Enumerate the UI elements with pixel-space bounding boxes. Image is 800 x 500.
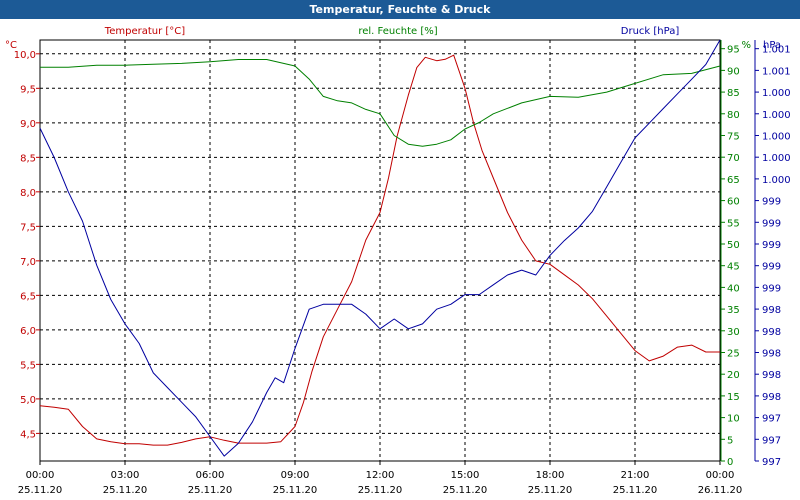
- time-tick-label: 18:00: [536, 470, 565, 481]
- humidity-tick-label: 65: [727, 175, 740, 186]
- pressure-tick-label: 999: [762, 262, 781, 273]
- pressure-tick-label: 998: [762, 348, 781, 359]
- humidity-tick-label: 20: [727, 370, 740, 381]
- pressure-tick-label: 999: [762, 283, 781, 294]
- date-tick-label: 25.11.20: [528, 485, 573, 496]
- humidity-tick-label: 40: [727, 283, 740, 294]
- time-tick-label: 15:00: [451, 470, 480, 481]
- pressure-tick-label: 999: [762, 218, 781, 229]
- temperature-tick-label: 9,5: [20, 84, 36, 95]
- pressure-tick-label: 997: [762, 414, 781, 425]
- temperature-tick-label: 9,0: [20, 119, 36, 130]
- humidity-legend-label: rel. Feuchte [%]: [358, 26, 437, 37]
- time-tick-label: 21:00: [621, 470, 650, 481]
- date-tick-label: 25.11.20: [613, 485, 658, 496]
- time-tick-label: 06:00: [196, 470, 225, 481]
- temperature-unit-label: °C: [5, 40, 17, 51]
- time-tick-label: 00:00: [26, 470, 55, 481]
- humidity-unit-label: %: [741, 40, 751, 51]
- pressure-axis: 997 997 997 998 998 998 998 998 999 999 999 999 999 1…: [754, 40, 791, 468]
- humidity-tick-label: 10: [727, 414, 740, 425]
- temperature-tick-label: 7,5: [20, 222, 36, 233]
- humidity-tick-label: 0: [727, 457, 733, 468]
- temperature-tick-label: 7,0: [20, 257, 36, 268]
- pressure-tick-label: 1.001: [762, 66, 791, 77]
- temperature-tick-label: 4,5: [20, 429, 36, 440]
- temperature-tick-label: 5,0: [20, 395, 36, 406]
- pressure-tick-label: 998: [762, 327, 781, 338]
- pressure-tick-label: 998: [762, 305, 781, 316]
- time-tick-label: 12:00: [366, 470, 395, 481]
- humidity-tick-label: 95: [727, 45, 740, 56]
- humidity-tick-label: 15: [727, 392, 740, 403]
- temperature-tick-label: 5,5: [20, 360, 36, 371]
- pressure-tick-label: 997: [762, 435, 781, 446]
- temperature-tick-label: 10,0: [14, 50, 36, 61]
- pressure-tick-label: 1.000: [762, 131, 791, 142]
- humidity-tick-label: 60: [727, 197, 740, 208]
- time-tick-label: 09:00: [281, 470, 310, 481]
- humidity-tick-label: 90: [727, 66, 740, 77]
- pressure-tick-label: 1.000: [762, 175, 791, 186]
- date-tick-label: 25.11.20: [358, 485, 403, 496]
- date-tick-label: 25.11.20: [103, 485, 148, 496]
- pressure-tick-label: 999: [762, 197, 781, 208]
- date-tick-label: 25.11.20: [273, 485, 318, 496]
- temperature-tick-label: 6,5: [20, 291, 36, 302]
- pressure-unit-label: hPa: [763, 40, 781, 51]
- plot-background: [0, 19, 800, 500]
- pressure-tick-label: 998: [762, 392, 781, 403]
- pressure-tick-label: 1.000: [762, 110, 791, 121]
- humidity-tick-label: 75: [727, 131, 740, 142]
- pressure-tick-label: 1.001: [762, 45, 791, 56]
- temperature-tick-label: 8,0: [20, 188, 36, 199]
- humidity-tick-label: 50: [727, 240, 740, 251]
- temperature-tick-label: 6,0: [20, 326, 36, 337]
- pressure-tick-label: 1.000: [762, 153, 791, 164]
- date-tick-label: 26.11.20: [698, 485, 743, 496]
- humidity-tick-label: 70: [727, 153, 740, 164]
- time-tick-label: 03:00: [111, 470, 140, 481]
- pressure-legend-label: Druck [hPa]: [621, 26, 680, 37]
- temperature-axis: 4,5 5,0 5,5 6,0 6,5 7,0 7,5 8,0 8,5 9,0 9,5 10,0: [14, 50, 40, 440]
- pressure-tick-label: 998: [762, 370, 781, 381]
- pressure-tick-label: 1.000: [762, 88, 791, 99]
- humidity-tick-label: 45: [727, 262, 740, 273]
- pressure-tick-label: 997: [762, 457, 781, 468]
- humidity-tick-label: 55: [727, 218, 740, 229]
- series-layer: [39, 39, 721, 457]
- time-axis: 00:00 25.11.20 03:00 25.11.20 06:00 25.11.20 0…: [18, 461, 743, 496]
- humidity-tick-label: 85: [727, 88, 740, 99]
- temperature-tick-label: 8,5: [20, 153, 36, 164]
- pressure-tick-label: 999: [762, 240, 781, 251]
- pressure-line: [39, 39, 721, 457]
- humidity-tick-label: 30: [727, 327, 740, 338]
- date-tick-label: 25.11.20: [443, 485, 488, 496]
- window-title: Temperatur, Feuchte & Druck: [0, 0, 800, 19]
- gridlines: [40, 40, 720, 461]
- humidity-tick-label: 80: [727, 110, 740, 121]
- temperature-legend-label: Temperatur [°C]: [104, 26, 185, 37]
- temperature-line: [39, 54, 720, 446]
- humidity-tick-label: 35: [727, 305, 740, 316]
- humidity-tick-label: 25: [727, 348, 740, 359]
- humidity-axis: 0 5 10 15 20 25 30 35 40 45 50 55 60 65 70 75 80 85 90 95: [720, 40, 740, 468]
- time-tick-label: 00:00: [706, 470, 735, 481]
- date-tick-label: 25.11.20: [188, 485, 233, 496]
- humidity-tick-label: 5: [727, 435, 733, 446]
- date-tick-label: 25.11.20: [18, 485, 63, 496]
- humidity-line: [40, 59, 721, 147]
